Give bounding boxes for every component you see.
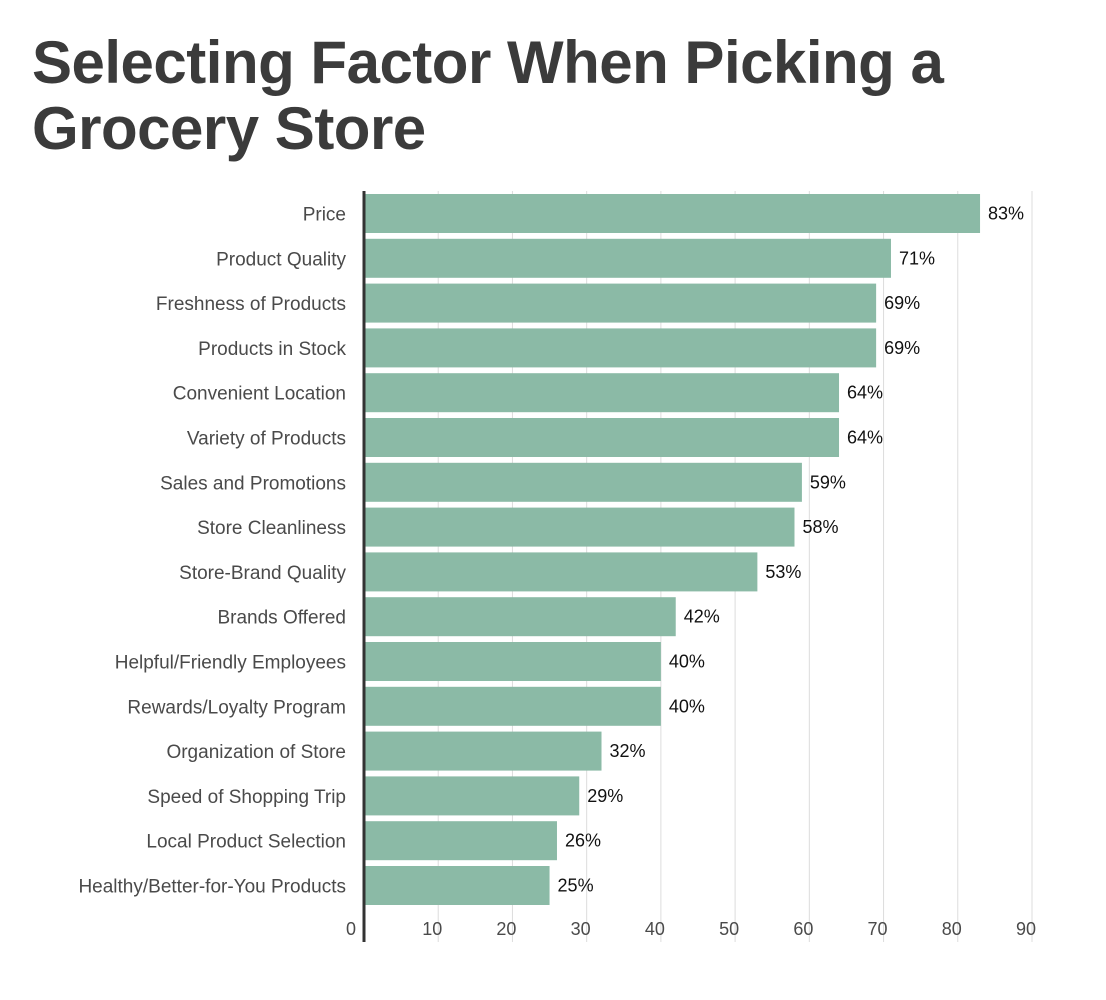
x-tick-label: 70 [868,919,888,939]
x-tick-label: 90 [1016,919,1036,939]
category-label: Healthy/Better-for-You Products [78,877,346,898]
bar [364,283,877,323]
category-label: Store Cleanliness [197,518,346,539]
value-label: 40% [669,696,705,716]
x-tick-label: 0 [346,919,356,939]
value-label: 69% [884,293,920,313]
x-tick-label: 30 [571,919,591,939]
value-label: 40% [669,652,705,672]
x-tick-label: 20 [496,919,516,939]
category-label: Local Product Selection [146,832,346,853]
category-label: Price [303,205,346,226]
value-label: 64% [847,383,883,403]
category-label: Store-Brand Quality [179,563,346,584]
value-label: 32% [610,741,646,761]
value-label: 71% [899,248,935,268]
x-tick-label: 80 [942,919,962,939]
category-label: Rewards/Loyalty Program [127,697,346,718]
chart-title: Selecting Factor When Picking a Grocery … [32,29,944,162]
value-label: 42% [684,607,720,627]
bar [364,462,802,502]
value-label: 26% [565,831,601,851]
value-label: 25% [558,876,594,896]
value-label: 29% [587,786,623,806]
bar [364,194,981,233]
bar [364,238,891,278]
category-labels: Price Product Quality Freshness of Product… [78,205,346,898]
category-label: Product Quality [216,249,346,270]
bars [364,194,981,905]
value-label: 58% [802,517,838,537]
value-label: 64% [847,428,883,448]
value-label: 53% [765,562,801,582]
x-axis-ticks: 0 10 20 30 40 50 60 70 80 90 [346,919,1036,939]
category-label: Variety of Products [187,429,346,450]
x-tick-label: 60 [793,919,813,939]
bar [364,507,795,547]
category-label: Speed of Shopping Trip [147,787,346,808]
bar [364,552,758,592]
category-label: Freshness of Products [156,294,346,315]
bar [364,642,661,681]
category-label: Convenient Location [173,384,346,405]
bar [364,597,676,637]
category-label: Brands Offered [217,608,346,629]
value-label: 83% [988,204,1024,224]
bar [364,776,580,816]
bar [364,328,877,368]
bar [364,418,840,457]
bar [364,866,550,905]
bar [364,373,840,413]
bar [364,686,661,726]
category-label: Helpful/Friendly Employees [115,653,346,674]
bar [364,821,557,861]
category-label: Organization of Store [166,742,346,763]
x-tick-label: 50 [719,919,739,939]
x-tick-label: 40 [645,919,665,939]
x-tick-label: 10 [422,919,442,939]
value-labels: 83% 71% 69% 69% 64% 64% 59% 58% 53% 42% 40% 40% 32% 2… [558,204,1025,896]
bar [364,731,602,771]
value-label: 59% [810,472,846,492]
value-label: 69% [884,338,920,358]
category-label: Sales and Promotions [160,473,346,494]
category-label: Products in Stock [198,339,346,360]
